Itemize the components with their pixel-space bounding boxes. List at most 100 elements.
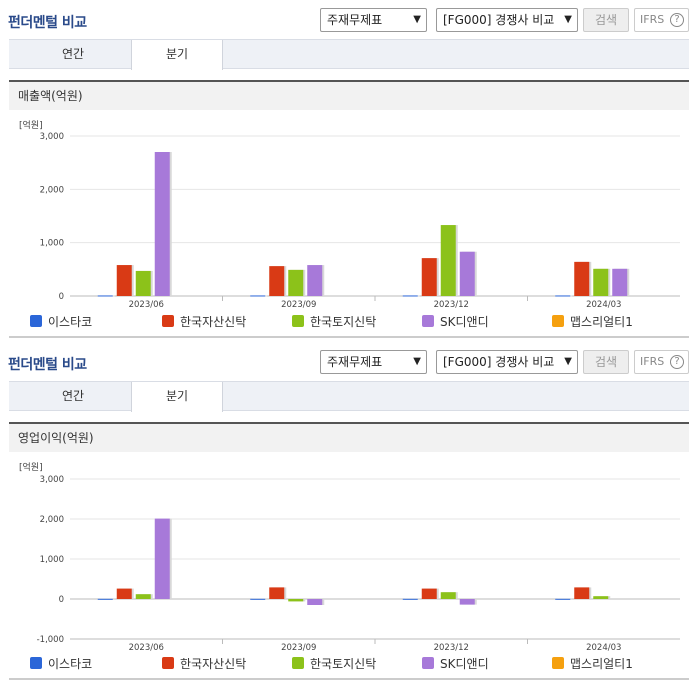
period-tabs: 연간 분기	[9, 39, 689, 70]
bar-3-2023-12[interactable]	[440, 592, 456, 599]
section-title: 펀더멘털 비교	[8, 15, 87, 31]
peer-select[interactable]: [FG000] 경쟁사 비교 ▼	[436, 8, 578, 32]
y-tick-label: -1,000	[37, 635, 64, 645]
fundamental-section-revenue: 펀더멘털 비교 주재무제표 ▼ [FG000] 경쟁사 비교 ▼ 검색 IFRS? …	[0, 0, 696, 329]
bar-1-2023-06[interactable]	[97, 295, 113, 297]
legend-label: 한국자산신탁	[180, 657, 247, 671]
tab-annual[interactable]: 연간	[61, 389, 85, 403]
x-tick-label: 2024/03	[586, 643, 621, 653]
legend-item[interactable]: 한국자산신탁	[162, 655, 246, 672]
bar-3-2024-03[interactable]	[593, 268, 609, 296]
section-divider	[9, 336, 689, 338]
bar-3-2023-09[interactable]	[288, 269, 304, 296]
bar-2-2023-12[interactable]	[421, 588, 437, 599]
bar-2-2024-03[interactable]	[574, 261, 590, 296]
search-button[interactable]: 검색	[583, 350, 629, 374]
bar-1-2024-03[interactable]	[555, 598, 571, 600]
tab-quarterly[interactable]: 분기	[131, 382, 223, 412]
y-tick-label: 2,000	[40, 185, 64, 195]
legend-item[interactable]: SK디앤디	[422, 655, 489, 672]
legend-label: 맵스리얼티1	[570, 657, 633, 671]
y-unit-label: [억원]	[19, 463, 43, 473]
x-tick-label: 2023/09	[281, 643, 316, 653]
legend-swatch	[552, 657, 564, 669]
x-tick-label: 2023/06	[129, 300, 164, 310]
x-tick-label: 2024/03	[586, 300, 621, 310]
legend-item[interactable]: 한국토지신탁	[292, 313, 376, 330]
legend-item[interactable]: 이스타코	[30, 313, 92, 330]
legend-swatch	[422, 657, 434, 669]
legend-swatch	[292, 315, 304, 327]
legend-label: 이스타코	[48, 657, 93, 671]
bar-4-2023-12[interactable]	[459, 599, 475, 605]
bar-1-2023-12[interactable]	[402, 598, 418, 600]
section-title: 펀더멘털 비교	[8, 357, 87, 373]
legend-swatch	[292, 657, 304, 669]
y-tick-label: 3,000	[40, 475, 64, 485]
ifrs-button[interactable]: IFRS?	[634, 350, 689, 374]
chevron-down-icon: ▼	[413, 356, 421, 367]
help-icon[interactable]: ?	[670, 355, 684, 369]
legend-swatch	[552, 315, 564, 327]
bar-4-2023-09[interactable]	[307, 265, 323, 296]
section-header: 펀더멘털 비교 주재무제표 ▼ [FG000] 경쟁사 비교 ▼ 검색 IFRS?	[0, 0, 696, 38]
legend-item[interactable]: 맵스리얼티1	[552, 655, 633, 672]
bar-2-2023-06[interactable]	[116, 588, 132, 599]
bar-4-2023-12[interactable]	[459, 251, 475, 296]
bar-1-2023-09[interactable]	[250, 295, 266, 297]
chevron-down-icon: ▼	[564, 356, 572, 367]
bar-4-2023-06[interactable]	[154, 152, 170, 296]
bar-3-2024-03[interactable]	[593, 596, 609, 599]
legend-swatch	[162, 657, 174, 669]
legend-label: 이스타코	[48, 315, 93, 329]
bar-3-2023-06[interactable]	[135, 270, 151, 296]
y-unit-label: [억원]	[19, 121, 43, 131]
bar-2-2023-06[interactable]	[116, 265, 132, 296]
legend-item[interactable]: 한국자산신탁	[162, 313, 246, 330]
help-icon[interactable]: ?	[670, 13, 684, 27]
bar-2-2023-09[interactable]	[269, 587, 285, 599]
x-tick-label: 2023/12	[434, 300, 469, 310]
legend-swatch	[162, 315, 174, 327]
tab-quarterly[interactable]: 분기	[131, 40, 223, 70]
bar-2-2024-03[interactable]	[574, 587, 590, 599]
ifrs-button[interactable]: IFRS?	[634, 8, 689, 32]
bar-1-2023-09[interactable]	[250, 598, 266, 600]
bar-2-2023-09[interactable]	[269, 266, 285, 296]
bar-4-2023-09[interactable]	[307, 599, 323, 605]
legend-item[interactable]: 이스타코	[30, 655, 92, 672]
search-button[interactable]: 검색	[583, 8, 629, 32]
bar-3-2023-06[interactable]	[135, 594, 151, 599]
legend-label: 한국자산신탁	[180, 315, 247, 329]
tab-annual[interactable]: 연간	[61, 47, 85, 61]
section-divider	[9, 678, 689, 680]
x-tick-label: 2023/12	[434, 643, 469, 653]
legend-item[interactable]: 한국토지신탁	[292, 655, 376, 672]
legend-label: 한국토지신탁	[310, 657, 377, 671]
x-tick-label: 2023/09	[281, 300, 316, 310]
legend-label: 맵스리얼티1	[570, 315, 633, 329]
bar-1-2024-03[interactable]	[555, 295, 571, 297]
legend-swatch	[30, 657, 42, 669]
y-tick-label: 2,000	[40, 515, 64, 525]
section-header: 펀더멘털 비교 주재무제표 ▼ [FG000] 경쟁사 비교 ▼ 검색 IFRS?	[0, 342, 696, 380]
y-tick-label: 3,000	[40, 132, 64, 142]
bar-1-2023-12[interactable]	[402, 295, 418, 297]
bar-2-2023-12[interactable]	[421, 258, 437, 296]
bar-4-2024-03[interactable]	[612, 268, 628, 296]
operating-profit-chart: 3,000 2,000 1,000 0 -1,000 2023/06 2023/09 2023…	[37, 475, 680, 653]
statement-select[interactable]: 주재무제표 ▼	[320, 350, 427, 374]
chevron-down-icon: ▼	[413, 14, 421, 25]
bar-1-2023-06[interactable]	[97, 598, 113, 600]
metric-title: 매출액(억원)	[9, 80, 689, 110]
legend-label: 한국토지신탁	[310, 315, 377, 329]
statement-select[interactable]: 주재무제표 ▼	[320, 8, 427, 32]
y-tick-label: 1,000	[40, 239, 64, 249]
legend-swatch	[30, 315, 42, 327]
bar-3-2023-09[interactable]	[288, 599, 304, 602]
legend-item[interactable]: SK디앤디	[422, 313, 489, 330]
legend-item[interactable]: 맵스리얼티1	[552, 313, 633, 330]
bar-3-2023-12[interactable]	[440, 225, 456, 296]
bar-4-2023-06[interactable]	[154, 518, 170, 599]
peer-select[interactable]: [FG000] 경쟁사 비교 ▼	[436, 350, 578, 374]
